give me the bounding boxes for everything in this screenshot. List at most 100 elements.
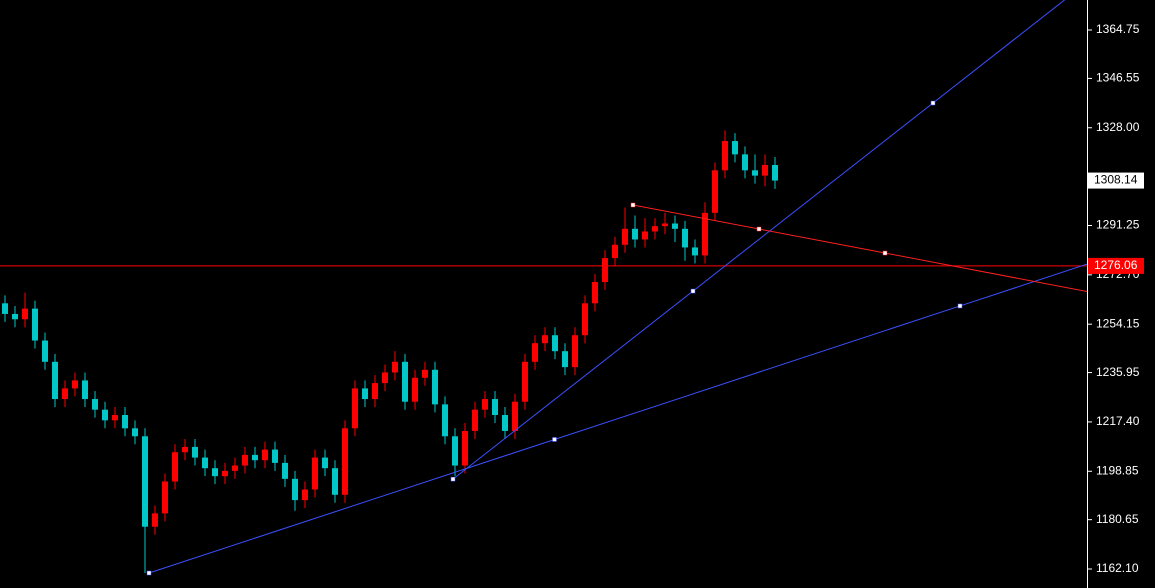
candle-body <box>102 409 108 421</box>
trendline <box>630 202 1087 293</box>
candle-body <box>282 462 288 479</box>
candle-body <box>642 231 648 240</box>
y-tick-label: 1180.65 <box>1096 512 1139 526</box>
candle-body <box>752 170 758 176</box>
current-price-box <box>1088 172 1144 189</box>
candle-body <box>682 228 688 248</box>
candle-body <box>2 303 8 314</box>
candle-body <box>112 415 118 421</box>
candle-body <box>122 415 128 429</box>
candle-body <box>222 470 228 477</box>
trendline <box>146 263 1087 576</box>
trendline <box>450 0 1066 482</box>
candle-body <box>652 226 658 232</box>
candle-body <box>392 361 398 373</box>
y-tick-label: 1364.75 <box>1096 22 1140 36</box>
candle-body <box>582 303 588 336</box>
candle-body <box>322 457 328 469</box>
candle-body <box>202 457 208 469</box>
candle-body <box>132 428 138 437</box>
candle-body <box>332 468 338 495</box>
y-tick-label: 1217.40 <box>1096 414 1140 428</box>
trendline-anchor <box>756 226 762 232</box>
candle-body <box>12 313 18 320</box>
candle-body <box>432 369 438 405</box>
trendline-anchor <box>552 437 557 442</box>
candle-body <box>172 452 178 482</box>
candle-body <box>692 247 698 256</box>
level-price-label: 1276.06 <box>1094 258 1138 272</box>
trendline-anchor <box>930 100 936 106</box>
candle-body <box>52 361 58 400</box>
candle-body <box>442 404 448 437</box>
candle-body <box>572 335 578 368</box>
candle-body <box>212 468 218 477</box>
candle-body <box>552 335 558 352</box>
candle-body <box>342 428 348 495</box>
y-tick-label: 1235.95 <box>1096 365 1140 379</box>
candle-body <box>502 415 508 431</box>
candle-body <box>592 282 598 304</box>
trendline-anchor <box>146 570 152 576</box>
candle-body <box>352 388 358 429</box>
trendline-ray <box>959 263 1087 307</box>
y-tick-label: 1291.25 <box>1096 218 1140 232</box>
candle-body <box>402 361 408 402</box>
trendline-anchor <box>690 288 696 294</box>
trendline-anchor <box>630 202 636 208</box>
candle-body <box>612 244 618 259</box>
candle-body <box>482 399 488 410</box>
candle-body <box>312 457 318 490</box>
candle-body <box>382 372 388 384</box>
candle-body <box>192 446 198 458</box>
candle-body <box>712 170 718 213</box>
candle-body <box>82 380 88 400</box>
candle-body <box>32 308 38 341</box>
candle-body <box>602 258 608 283</box>
candle-body <box>142 436 148 527</box>
level-price-box <box>1088 257 1144 274</box>
candle-body <box>672 223 678 229</box>
candle-body <box>762 164 768 176</box>
candle-body <box>62 388 68 400</box>
trendline-anchor <box>882 250 888 256</box>
candle-body <box>372 383 378 400</box>
candle-body <box>412 377 418 402</box>
candles <box>2 130 778 573</box>
candle-body <box>532 343 538 362</box>
candle-body <box>272 449 278 463</box>
candle-body <box>152 513 158 527</box>
candle-body <box>452 436 458 466</box>
candle-body <box>512 401 518 431</box>
candle-body <box>522 361 528 402</box>
candle-body <box>472 409 478 431</box>
candle-body <box>72 380 78 389</box>
candle-body <box>622 228 628 245</box>
candle-body <box>732 141 738 155</box>
candle-body <box>662 223 668 227</box>
candle-body <box>462 430 468 466</box>
y-tick-label: 1162.10 <box>1096 561 1139 575</box>
trendline-anchor <box>450 476 456 482</box>
candle-body <box>302 489 308 501</box>
trendline-ray <box>932 0 1066 104</box>
candle-body <box>362 388 368 400</box>
candle-body <box>232 465 238 471</box>
candle-body <box>262 449 268 461</box>
candle-body <box>742 154 748 171</box>
candle-body <box>42 340 48 362</box>
candle-body <box>242 454 248 466</box>
candle-body <box>772 164 778 181</box>
candle-body <box>632 228 638 240</box>
candle-body <box>292 478 298 501</box>
candle-body <box>182 446 188 453</box>
candle-body <box>702 212 708 256</box>
trendline-ray <box>884 252 1087 293</box>
candle-body <box>162 481 168 514</box>
y-tick-label: 1346.55 <box>1096 71 1140 85</box>
candle-body <box>722 141 728 171</box>
trendline-anchor <box>957 303 963 309</box>
candle-body <box>492 399 498 416</box>
